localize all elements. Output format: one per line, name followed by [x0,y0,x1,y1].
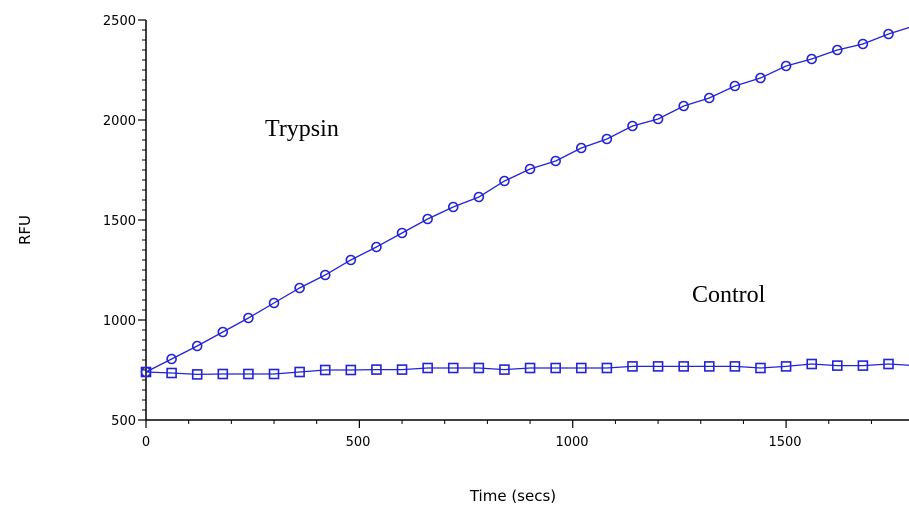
x-major-ticks [145,420,787,428]
x-tick-label-500: 500 [346,435,371,450]
series-line [145,363,909,376]
data-point-square [832,360,843,371]
data-point-square [166,367,177,379]
annotation-trypsin: Trypsin [265,116,339,142]
data-point-square [371,364,382,375]
data-point-circle [268,297,280,309]
data-point-circle [832,44,843,56]
data-point-circle [550,155,561,167]
y-tick-label-500: 500 [111,414,136,429]
data-point-square [140,366,152,378]
data-point-circle [166,353,177,365]
x-tick-label-0: 0 [142,435,150,450]
data-point-square [601,362,613,374]
y-tick-label-2500: 2500 [103,14,136,29]
data-point-circle [729,80,741,92]
data-point-circle [780,60,792,72]
data-point-circle [243,312,254,324]
data-point-square [447,362,459,374]
data-point-circle [217,326,229,338]
data-point-square [550,362,561,374]
data-point-circle [191,340,203,352]
y-tick-label-1000: 1000 [103,314,136,329]
data-point-square [652,361,664,372]
x-tick-label-1000: 1000 [555,435,588,450]
data-point-square [294,366,305,378]
data-point-circle [678,100,689,112]
x-tick-label-1500: 1500 [768,435,801,450]
data-point-circle [806,53,818,65]
data-point-circle [575,142,587,154]
data-point-square [857,360,869,371]
series-circle [140,26,909,378]
data-point-circle [294,282,305,294]
data-point-circle [499,175,510,187]
data-point-square [243,368,254,380]
plot-area [140,26,909,380]
data-point-circle [857,38,869,50]
data-point-square [524,362,536,374]
data-point-circle [473,191,485,203]
series-line [145,26,909,373]
data-point-circle [396,227,408,239]
data-point-square [396,364,408,375]
data-point-square [473,362,485,374]
data-point-square [755,362,766,374]
series-square [140,358,909,380]
data-point-square [217,368,229,380]
y-tick-label-2000: 2000 [103,114,136,129]
data-point-square [422,362,433,374]
data-point-circle [524,163,536,175]
data-point-square [627,361,638,372]
data-point-circle [755,72,766,84]
data-point-square [729,361,741,372]
data-point-circle [652,113,664,125]
annotation-control: Control [692,282,766,308]
data-point-circle [371,241,382,253]
data-point-circle [345,254,357,266]
x-axis-label: Time (secs) [469,487,556,505]
data-point-circle [319,269,331,281]
data-point-circle [703,92,715,104]
data-point-circle [601,133,613,145]
data-point-square [191,369,203,380]
y-tick-label-1500: 1500 [103,214,136,229]
data-point-circle [627,120,638,132]
data-point-square [499,364,510,375]
data-point-circle [447,201,459,213]
y-axis-label: RFU [16,215,34,245]
data-point-square [575,362,587,374]
data-point-square [806,358,818,370]
data-point-square [268,368,280,380]
data-point-square [883,358,894,370]
data-point-square [345,364,357,376]
data-point-square [780,361,792,372]
data-point-square [678,361,689,372]
data-point-square [319,364,331,376]
y-major-ticks [138,19,146,421]
data-point-square [703,361,715,372]
data-point-circle [422,213,433,225]
data-point-circle [883,28,894,40]
